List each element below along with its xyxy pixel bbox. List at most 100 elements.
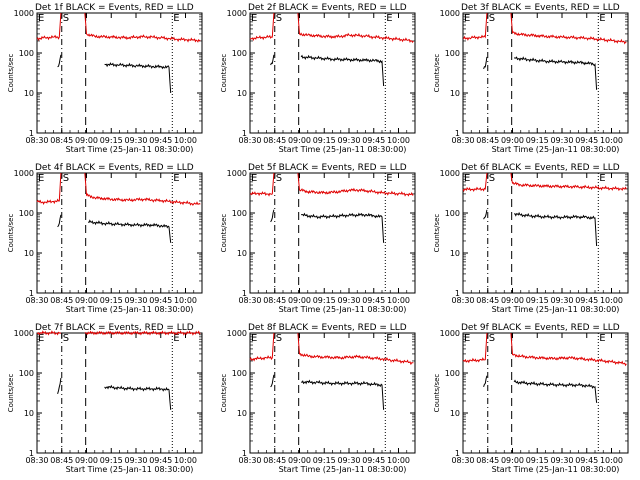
x-tick-label: 09:00 xyxy=(501,296,524,305)
x-tick-label: 09:45 xyxy=(149,296,172,305)
marker-label: E xyxy=(38,173,44,184)
marker-label: E xyxy=(173,173,179,184)
chart-panel-5: Det 5f BLACK = Events, RED = LLD 1 10 100 10… xyxy=(220,163,416,314)
marker-label: E xyxy=(251,333,257,344)
x-tick-label: 08:45 xyxy=(263,456,286,465)
y-tick-label: 10 xyxy=(237,409,247,418)
x-tick-label: 09:30 xyxy=(124,456,147,465)
x-tick-label: 09:30 xyxy=(124,296,147,305)
x-tick-label: 10:00 xyxy=(174,296,197,305)
chart-panel-8: Det 8f BLACK = Events, RED = LLD 1 10 100 10… xyxy=(220,323,416,474)
y-tick-label: 1000 xyxy=(14,9,34,18)
series-lld-line xyxy=(84,172,201,206)
series-events-line xyxy=(270,374,275,388)
series-lld-line xyxy=(84,330,201,336)
chart-title: Det 5f BLACK = Events, RED = LLD xyxy=(248,163,407,173)
chart-title: Det 6f BLACK = Events, RED = LLD xyxy=(461,163,620,173)
x-tick-label: 09:15 xyxy=(100,136,123,145)
marker-label: E xyxy=(599,333,605,344)
y-tick-label: 1 xyxy=(455,289,460,298)
x-tick-label: 08:45 xyxy=(50,136,73,145)
x-axis-label: Start Time (25-Jan-11 08:30:00) xyxy=(279,465,407,474)
series-lld-line xyxy=(297,12,414,44)
x-tick-label: 08:30 xyxy=(25,136,48,145)
chart-panel-1: Det 1f BLACK = Events, RED = LLD 1 10 100 10… xyxy=(7,3,203,154)
y-tick-label: 10 xyxy=(237,249,247,258)
marker-label: S xyxy=(63,173,69,184)
x-tick-label: 09:15 xyxy=(526,296,549,305)
series-lld-line xyxy=(249,332,275,362)
marker-label: E xyxy=(251,173,257,184)
x-axis-label: Start Time (25-Jan-11 08:30:00) xyxy=(66,465,194,474)
y-tick-label: 100 xyxy=(19,209,34,218)
x-tick-label: 09:15 xyxy=(313,136,336,145)
series-events-line xyxy=(104,62,172,94)
chart-panel-9: Det 9f BLACK = Events, RED = LLD 1 10 100 10… xyxy=(433,323,629,474)
marker-label: E xyxy=(386,13,392,24)
x-tick-label: 09:45 xyxy=(362,456,385,465)
y-tick-label: 10 xyxy=(450,409,460,418)
x-tick-label: 08:30 xyxy=(451,136,474,145)
y-axis-label: Counts/sec xyxy=(433,54,441,93)
x-tick-label: 08:30 xyxy=(238,136,261,145)
x-tick-label: 10:00 xyxy=(387,296,410,305)
y-tick-label: 1000 xyxy=(227,169,247,178)
y-tick-label: 1000 xyxy=(227,9,247,18)
y-axis-label: Counts/sec xyxy=(220,214,228,253)
y-axis-label: Counts/sec xyxy=(7,374,15,413)
x-tick-label: 09:30 xyxy=(550,296,573,305)
chart-panel-2: Det 2f BLACK = Events, RED = LLD 1 10 100 10… xyxy=(220,3,416,154)
marker-label: E xyxy=(599,173,605,184)
series-events-line xyxy=(57,54,62,68)
x-axis-label: Start Time (25-Jan-11 08:30:00) xyxy=(492,465,620,474)
y-tick-label: 1000 xyxy=(440,329,460,338)
chart-title: Det 4f BLACK = Events, RED = LLD xyxy=(35,163,194,173)
x-tick-label: 09:30 xyxy=(550,136,573,145)
series-lld-line xyxy=(510,12,627,45)
x-tick-label: 08:30 xyxy=(451,296,474,305)
series-lld-line xyxy=(36,12,62,42)
x-tick-label: 10:00 xyxy=(174,136,197,145)
x-tick-label: 10:00 xyxy=(600,136,623,145)
y-tick-label: 100 xyxy=(232,209,247,218)
x-tick-label: 08:45 xyxy=(50,296,73,305)
marker-label: S xyxy=(489,13,495,24)
marker-label: S xyxy=(489,173,495,184)
chart-panel-4: Det 4f BLACK = Events, RED = LLD 1 10 100 10… xyxy=(7,163,203,314)
marker-label: E xyxy=(464,173,470,184)
y-tick-label: 100 xyxy=(232,369,247,378)
y-axis-label: Counts/sec xyxy=(433,374,441,413)
x-axis-label: Start Time (25-Jan-11 08:30:00) xyxy=(279,305,407,314)
x-tick-label: 08:45 xyxy=(476,296,499,305)
y-tick-label: 1000 xyxy=(14,169,34,178)
series-lld-line xyxy=(36,172,62,206)
y-tick-label: 1 xyxy=(242,289,247,298)
marker-label: E xyxy=(251,13,257,24)
y-tick-label: 10 xyxy=(24,89,34,98)
series-lld-line xyxy=(462,332,488,364)
y-axis-label: Counts/sec xyxy=(220,374,228,413)
x-axis-label: Start Time (25-Jan-11 08:30:00) xyxy=(492,305,620,314)
marker-label: E xyxy=(173,13,179,24)
series-lld-line xyxy=(510,172,627,192)
series-events-line xyxy=(514,56,598,90)
y-tick-label: 1000 xyxy=(14,329,34,338)
x-tick-label: 09:15 xyxy=(526,456,549,465)
y-tick-label: 10 xyxy=(237,89,247,98)
chart-panel-3: Det 3f BLACK = Events, RED = LLD 1 10 100 10… xyxy=(433,3,629,154)
series-events-line xyxy=(270,54,275,66)
chart-panel-7: Det 7f BLACK = Events, RED = LLD 1 10 100 10… xyxy=(7,323,203,474)
series-events-line xyxy=(483,375,488,388)
x-tick-label: 09:45 xyxy=(362,136,385,145)
marker-label: S xyxy=(276,13,282,24)
x-tick-label: 09:00 xyxy=(288,136,311,145)
x-tick-label: 08:45 xyxy=(263,136,286,145)
x-tick-label: 09:15 xyxy=(526,136,549,145)
series-events-line xyxy=(300,379,385,410)
x-tick-label: 08:30 xyxy=(238,456,261,465)
marker-label: E xyxy=(464,333,470,344)
y-tick-label: 1000 xyxy=(440,9,460,18)
x-tick-label: 09:45 xyxy=(575,456,598,465)
y-tick-label: 1 xyxy=(29,129,34,138)
series-events-line xyxy=(87,219,172,243)
